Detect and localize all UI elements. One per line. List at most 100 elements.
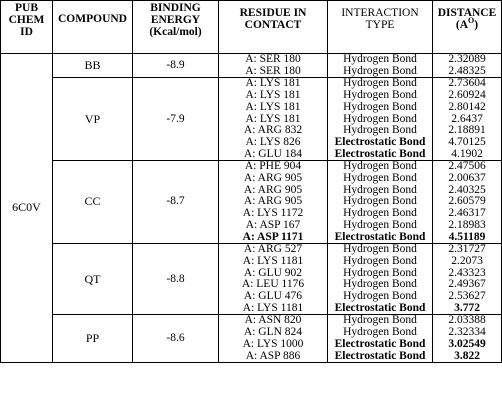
table-row: VP -7.9 A: LYS 181 A: LYS 181 A: LYS 181 A: L… bbox=[1, 77, 502, 162]
distance-line: 4.1902 bbox=[451, 147, 483, 160]
binding-energy-cell: -8.7 bbox=[132, 160, 219, 245]
residue-line: A: PHE 904 bbox=[244, 160, 302, 173]
type-line: Electrostatic Bond bbox=[334, 337, 426, 350]
header-row: PUB CHEM ID COMPOUND BINDING ENERGY (Kca… bbox=[0, 0, 502, 54]
residue-line: A: ARG 905 bbox=[243, 172, 303, 185]
residue-line: A: LYS 1181 bbox=[242, 301, 304, 314]
interaction-type-cell: Hydrogen Bond Hydrogen Bond bbox=[327, 52, 433, 79]
type-line: Electrostatic Bond bbox=[334, 135, 426, 148]
residue-line: A: SER 180 bbox=[245, 53, 301, 65]
residue-line: A: LYS 181 bbox=[245, 112, 301, 125]
distance-line: 2.2073 bbox=[451, 254, 483, 267]
compound-cell: QT bbox=[52, 243, 133, 316]
distance-line: 4.70125 bbox=[448, 135, 486, 148]
type-line: Hydrogen Bond bbox=[343, 89, 417, 102]
type-line: Hydrogen Bond bbox=[343, 207, 417, 220]
residue-line: A: ASN 820 bbox=[244, 314, 302, 327]
type-line: Hydrogen Bond bbox=[343, 112, 417, 125]
distance-line: 2.00637 bbox=[448, 172, 486, 185]
residue-line: A: LYS 1000 bbox=[242, 337, 304, 350]
residue-line: A: GLU 184 bbox=[243, 147, 303, 160]
distance-cell: 2.31727 2.2073 2.43323 2.49367 2.53627 3.772 bbox=[432, 243, 502, 316]
distance-line: 2.18983 bbox=[448, 218, 486, 231]
type-line: Hydrogen Bond bbox=[343, 160, 417, 173]
distance-line: 2.46317 bbox=[448, 207, 486, 220]
residue-line: A: ARG 832 bbox=[243, 124, 303, 137]
residue-cell: A: ASN 820 A: GLN 824 A: LYS 1000 A: ASP 88… bbox=[218, 314, 328, 364]
distance-cell: 2.32089 2.48325 bbox=[432, 52, 502, 79]
interaction-type-cell: Hydrogen Bond Hydrogen Bond Hydrogen Bond H… bbox=[327, 243, 433, 316]
type-line: Hydrogen Bond bbox=[343, 326, 417, 339]
table-row: PP -8.6 A: ASN 820 A: GLN 824 A: LYS 1000 A: … bbox=[1, 314, 502, 364]
residue-line: A: ASP 886 bbox=[245, 349, 301, 362]
distance-line: 2.03388 bbox=[448, 314, 486, 327]
residue-line: A: LEU 1176 bbox=[241, 278, 305, 291]
residue-line: A: LYS 181 bbox=[245, 100, 301, 113]
residue-cell: A: PHE 904 A: ARG 905 A: ARG 905 A: ARG 905… bbox=[218, 160, 328, 245]
distance-line: 2.40325 bbox=[448, 183, 486, 196]
interaction-type-cell: Hydrogen Bond Hydrogen Bond Hydrogen Bond H… bbox=[327, 77, 433, 162]
table-row: 6C0V BB -8.9 A: SER 180 A: SER 180 Hydrogen B… bbox=[0, 52, 502, 364]
distance-line: 3.02549 bbox=[448, 337, 486, 350]
type-line: Hydrogen Bond bbox=[343, 124, 417, 137]
distance-line: 2.48325 bbox=[448, 64, 486, 77]
type-line: Hydrogen Bond bbox=[343, 77, 417, 90]
binding-energy-cell: -8.6 bbox=[132, 314, 219, 364]
type-line: Hydrogen Bond bbox=[343, 172, 417, 185]
binding-results-table: PUB CHEM ID COMPOUND BINDING ENERGY (Kca… bbox=[0, 0, 502, 364]
binding-energy-cell: -8.9 bbox=[132, 52, 219, 79]
type-line: Electrostatic Bond bbox=[334, 301, 426, 314]
distance-line: 2.32089 bbox=[448, 53, 486, 65]
type-line: Hydrogen Bond bbox=[343, 195, 417, 208]
residue-line: A: GLN 824 bbox=[243, 326, 303, 339]
header-interaction-type: INTERACTION TYPE bbox=[327, 0, 433, 54]
distance-line: 2.73604 bbox=[448, 77, 486, 90]
compound-cell: BB bbox=[52, 52, 133, 79]
distance-line: 2.18891 bbox=[448, 124, 486, 137]
residue-line: A: GLU 476 bbox=[243, 290, 303, 303]
binding-energy-cell: -8.8 bbox=[132, 243, 219, 316]
header-residue: RESIDUE IN CONTACT bbox=[218, 0, 328, 54]
residue-cell: A: SER 180 A: SER 180 bbox=[218, 52, 328, 79]
pubchem-id-cell: 6C0V bbox=[0, 52, 53, 364]
type-line: Hydrogen Bond bbox=[343, 183, 417, 196]
distance-line: 2.60579 bbox=[448, 195, 486, 208]
interaction-type-cell: Hydrogen Bond Hydrogen Bond Hydrogen Bond H… bbox=[327, 160, 433, 245]
distance-line: 2.53627 bbox=[448, 290, 486, 303]
distance-line: 2.43323 bbox=[448, 266, 486, 279]
interaction-type-cell: Hydrogen Bond Hydrogen Bond Electrostatic … bbox=[327, 314, 433, 364]
distance-line: 2.60924 bbox=[448, 89, 486, 102]
residue-line: A: ARG 905 bbox=[243, 195, 303, 208]
type-line: Hydrogen Bond bbox=[343, 254, 417, 267]
type-line: Electrostatic Bond bbox=[334, 230, 426, 243]
distance-cell: 2.03388 2.32334 3.02549 3.822 bbox=[432, 314, 502, 364]
binding-energy-cell: -7.9 bbox=[132, 77, 219, 162]
residue-line: A: LYS 826 bbox=[245, 135, 301, 148]
residue-line: A: ASP 167 bbox=[245, 218, 301, 231]
residue-line: A: LYS 181 bbox=[245, 89, 301, 102]
type-line: Electrostatic Bond bbox=[334, 349, 426, 362]
type-line: Hydrogen Bond bbox=[343, 290, 417, 303]
header-binding-energy: BINDING ENERGY (Kcal/mol) bbox=[132, 0, 219, 54]
type-line: Hydrogen Bond bbox=[343, 53, 417, 65]
distance-cell: 2.73604 2.60924 2.80142 2.6437 2.18891 4.7012… bbox=[432, 77, 502, 162]
residue-line: A: SER 180 bbox=[245, 64, 301, 77]
table-row: QT -8.8 A: ARG 527 A: LYS 1181 A: GLU 902 A: … bbox=[1, 243, 502, 316]
residue-line: A: LYS 1172 bbox=[242, 207, 304, 220]
distance-cell: 2.47506 2.00637 2.40325 2.60579 2.46317 2.189… bbox=[432, 160, 502, 245]
distance-line: 2.32334 bbox=[448, 326, 486, 339]
table-body: 6C0V BB -8.9 A: SER 180 A: SER 180 Hydrogen B… bbox=[0, 52, 502, 364]
compound-cell: CC bbox=[52, 160, 133, 245]
distance-line: 3.772 bbox=[454, 301, 480, 314]
distance-line: 2.47506 bbox=[448, 160, 486, 173]
residue-line: A: ARG 905 bbox=[243, 183, 303, 196]
distance-line: 3.822 bbox=[454, 349, 480, 362]
type-line: Hydrogen Bond bbox=[343, 243, 417, 256]
distance-line: 2.49367 bbox=[448, 278, 486, 291]
type-line: Hydrogen Bond bbox=[343, 218, 417, 231]
type-line: Hydrogen Bond bbox=[343, 314, 417, 327]
type-line: Hydrogen Bond bbox=[343, 64, 417, 77]
residue-cell: A: LYS 181 A: LYS 181 A: LYS 181 A: LYS 181… bbox=[218, 77, 328, 162]
table-row: CC -8.7 A: PHE 904 A: ARG 905 A: ARG 905 A: A… bbox=[1, 160, 502, 245]
type-line: Hydrogen Bond bbox=[343, 100, 417, 113]
